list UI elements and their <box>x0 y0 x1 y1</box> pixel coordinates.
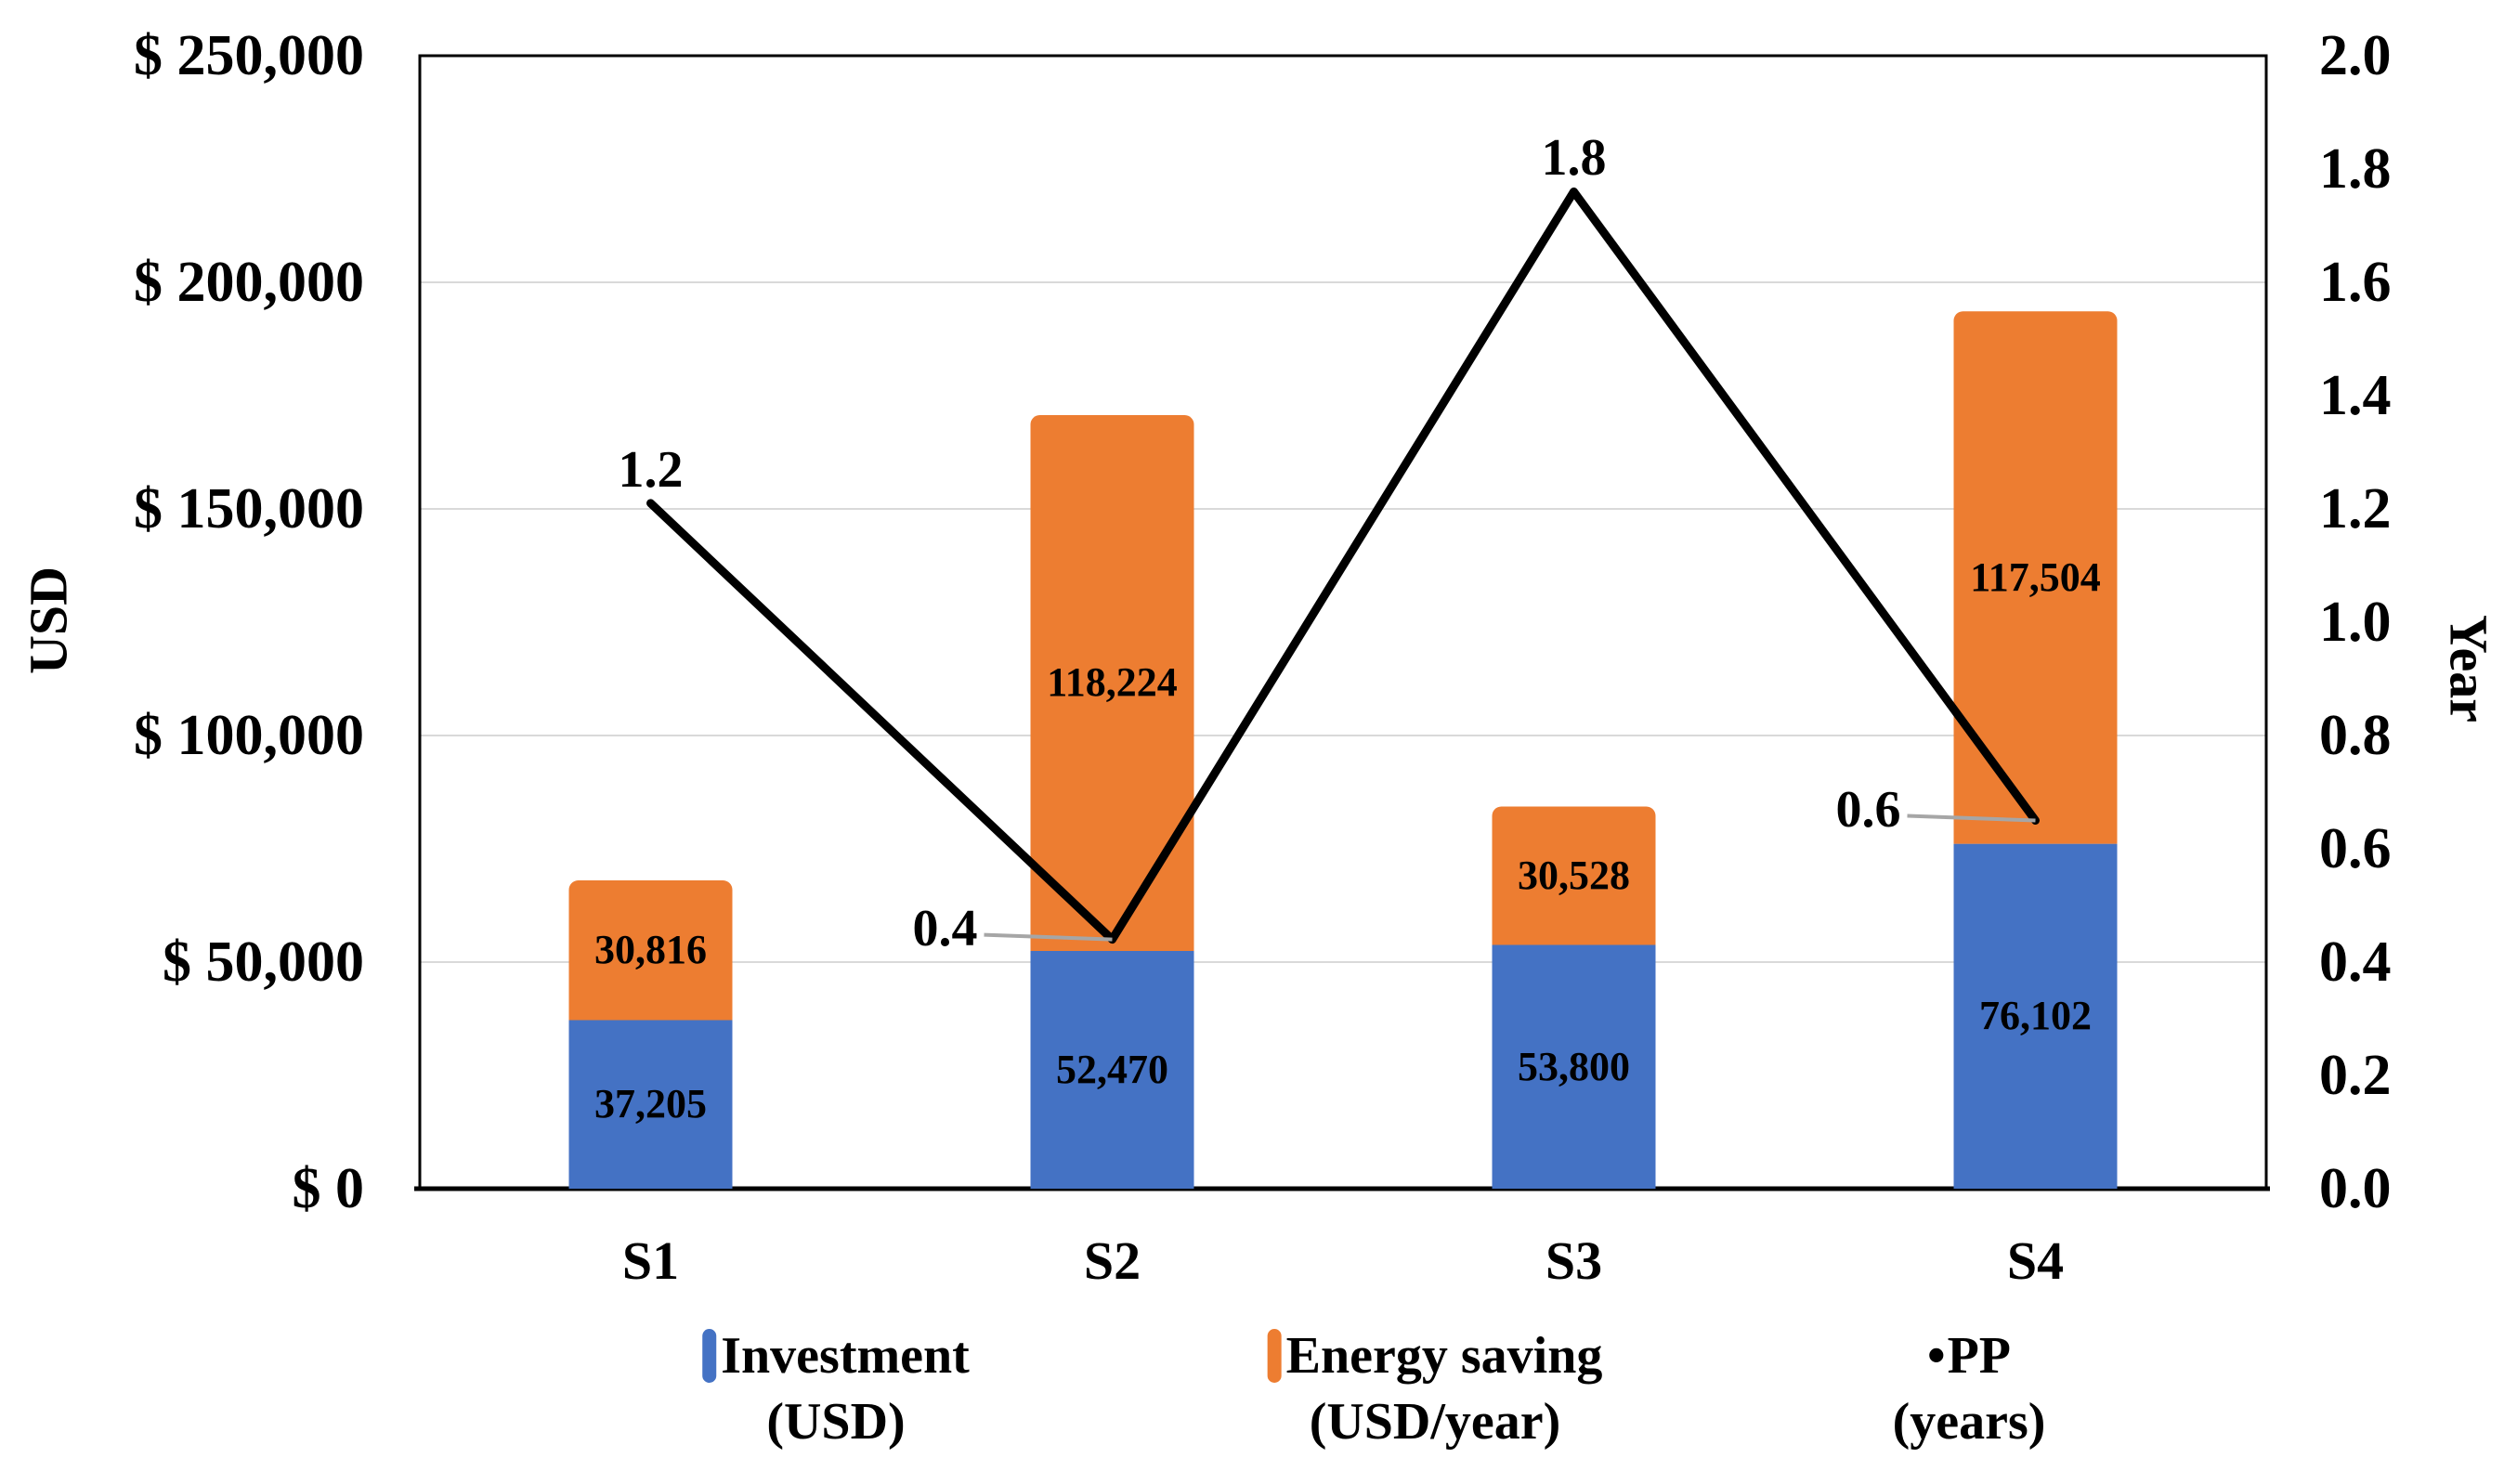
legend-line1: Energy saving <box>1267 1323 1603 1389</box>
bar-value-label-energy: 30,528 <box>1518 852 1630 898</box>
legend-line1: • PP <box>1893 1323 2046 1389</box>
pp-line <box>646 187 2040 944</box>
left-axis-tick-label: $ 250,000 <box>134 24 364 87</box>
bar-value-label-energy: 118,224 <box>1047 659 1178 706</box>
category-label-S1: S1 <box>621 1230 680 1291</box>
pp-value-label: 0.6 <box>1835 780 1901 839</box>
right-axis-tick-label: 1.2 <box>2319 477 2392 540</box>
left-axis-tick-label: $ 50,000 <box>163 931 364 994</box>
right-axis-tick-label: 0.6 <box>2319 817 2392 880</box>
right-axis-tick-label: 1.8 <box>2319 137 2392 201</box>
bar-segment-energy-S1 <box>568 880 733 1021</box>
right-axis-tick-label: 0.2 <box>2319 1044 2392 1107</box>
right-axis-tick-label: 0.0 <box>2319 1157 2392 1220</box>
legend-label-units: (USD) <box>766 1392 906 1451</box>
left-axis-tick-label: $ 200,000 <box>134 251 364 314</box>
left-axis-tick-label: $ 100,000 <box>134 704 364 767</box>
pp-value-label: 0.4 <box>912 899 978 957</box>
bar-segment-investment-S1 <box>568 1020 733 1189</box>
category-label-S2: S2 <box>1083 1230 1141 1291</box>
category-label-S4: S4 <box>2006 1230 2065 1291</box>
pp-legend-dot-icon: • <box>1926 1327 1946 1385</box>
legend-label: Energy saving <box>1285 1327 1603 1385</box>
left-axis-tick-label: $ 150,000 <box>134 477 364 540</box>
right-axis-tick-label: 0.8 <box>2319 704 2392 767</box>
legend-label-units: (USD/year) <box>1309 1392 1561 1451</box>
right-axis-tick-label: 2.0 <box>2319 24 2392 87</box>
energy-legend-swatch-icon <box>1267 1329 1282 1384</box>
bar-value-label-energy: 30,816 <box>594 927 707 973</box>
bar-value-label-investment: 76,102 <box>1979 993 2092 1039</box>
legend-item-investment: Investment (USD) <box>702 1323 970 1454</box>
category-label-S3: S3 <box>1545 1230 1603 1291</box>
left-axis-title: USD <box>18 566 79 675</box>
left-axis-tick-label: $ 0 <box>292 1157 365 1220</box>
right-axis-tick-label: 0.4 <box>2319 931 2392 994</box>
bar-segment-investment-S2 <box>1030 950 1194 1189</box>
bar-segment-energy-S2 <box>1030 415 1194 951</box>
bar-segment-investment-S4 <box>1953 843 2118 1189</box>
right-axis-tick-label: 1.4 <box>2319 364 2392 427</box>
legend-item-energy-saving: Energy saving (USD/year) <box>1267 1323 1603 1454</box>
legend-label: Investment <box>721 1327 970 1385</box>
bar-value-label-investment: 52,470 <box>1056 1046 1168 1092</box>
leader-line <box>984 932 1113 942</box>
bar-segment-energy-S4 <box>1953 311 2118 844</box>
pp-value-label: 1.2 <box>618 440 684 499</box>
legend-label: PP <box>1947 1327 2012 1385</box>
bar-value-label-investment: 53,800 <box>1518 1043 1630 1089</box>
pp-value-label: 1.8 <box>1541 129 1607 188</box>
leader-line <box>1907 814 2036 823</box>
right-axis-tick-label: 1.6 <box>2319 251 2392 314</box>
bar-segment-investment-S3 <box>1492 944 1656 1189</box>
bar-value-label-investment: 37,205 <box>594 1081 707 1127</box>
legend-line1: Investment <box>702 1323 970 1389</box>
bar-value-label-energy: 117,504 <box>1970 553 2101 600</box>
bar-segment-energy-S3 <box>1492 806 1656 945</box>
right-axis-tick-label: 1.0 <box>2319 591 2392 654</box>
legend-item-pp: • PP (years) <box>1893 1323 2046 1454</box>
right-axis-title: Year <box>2438 615 2499 722</box>
legend-label-units: (years) <box>1892 1392 2046 1451</box>
investment-legend-swatch-icon <box>702 1329 717 1384</box>
